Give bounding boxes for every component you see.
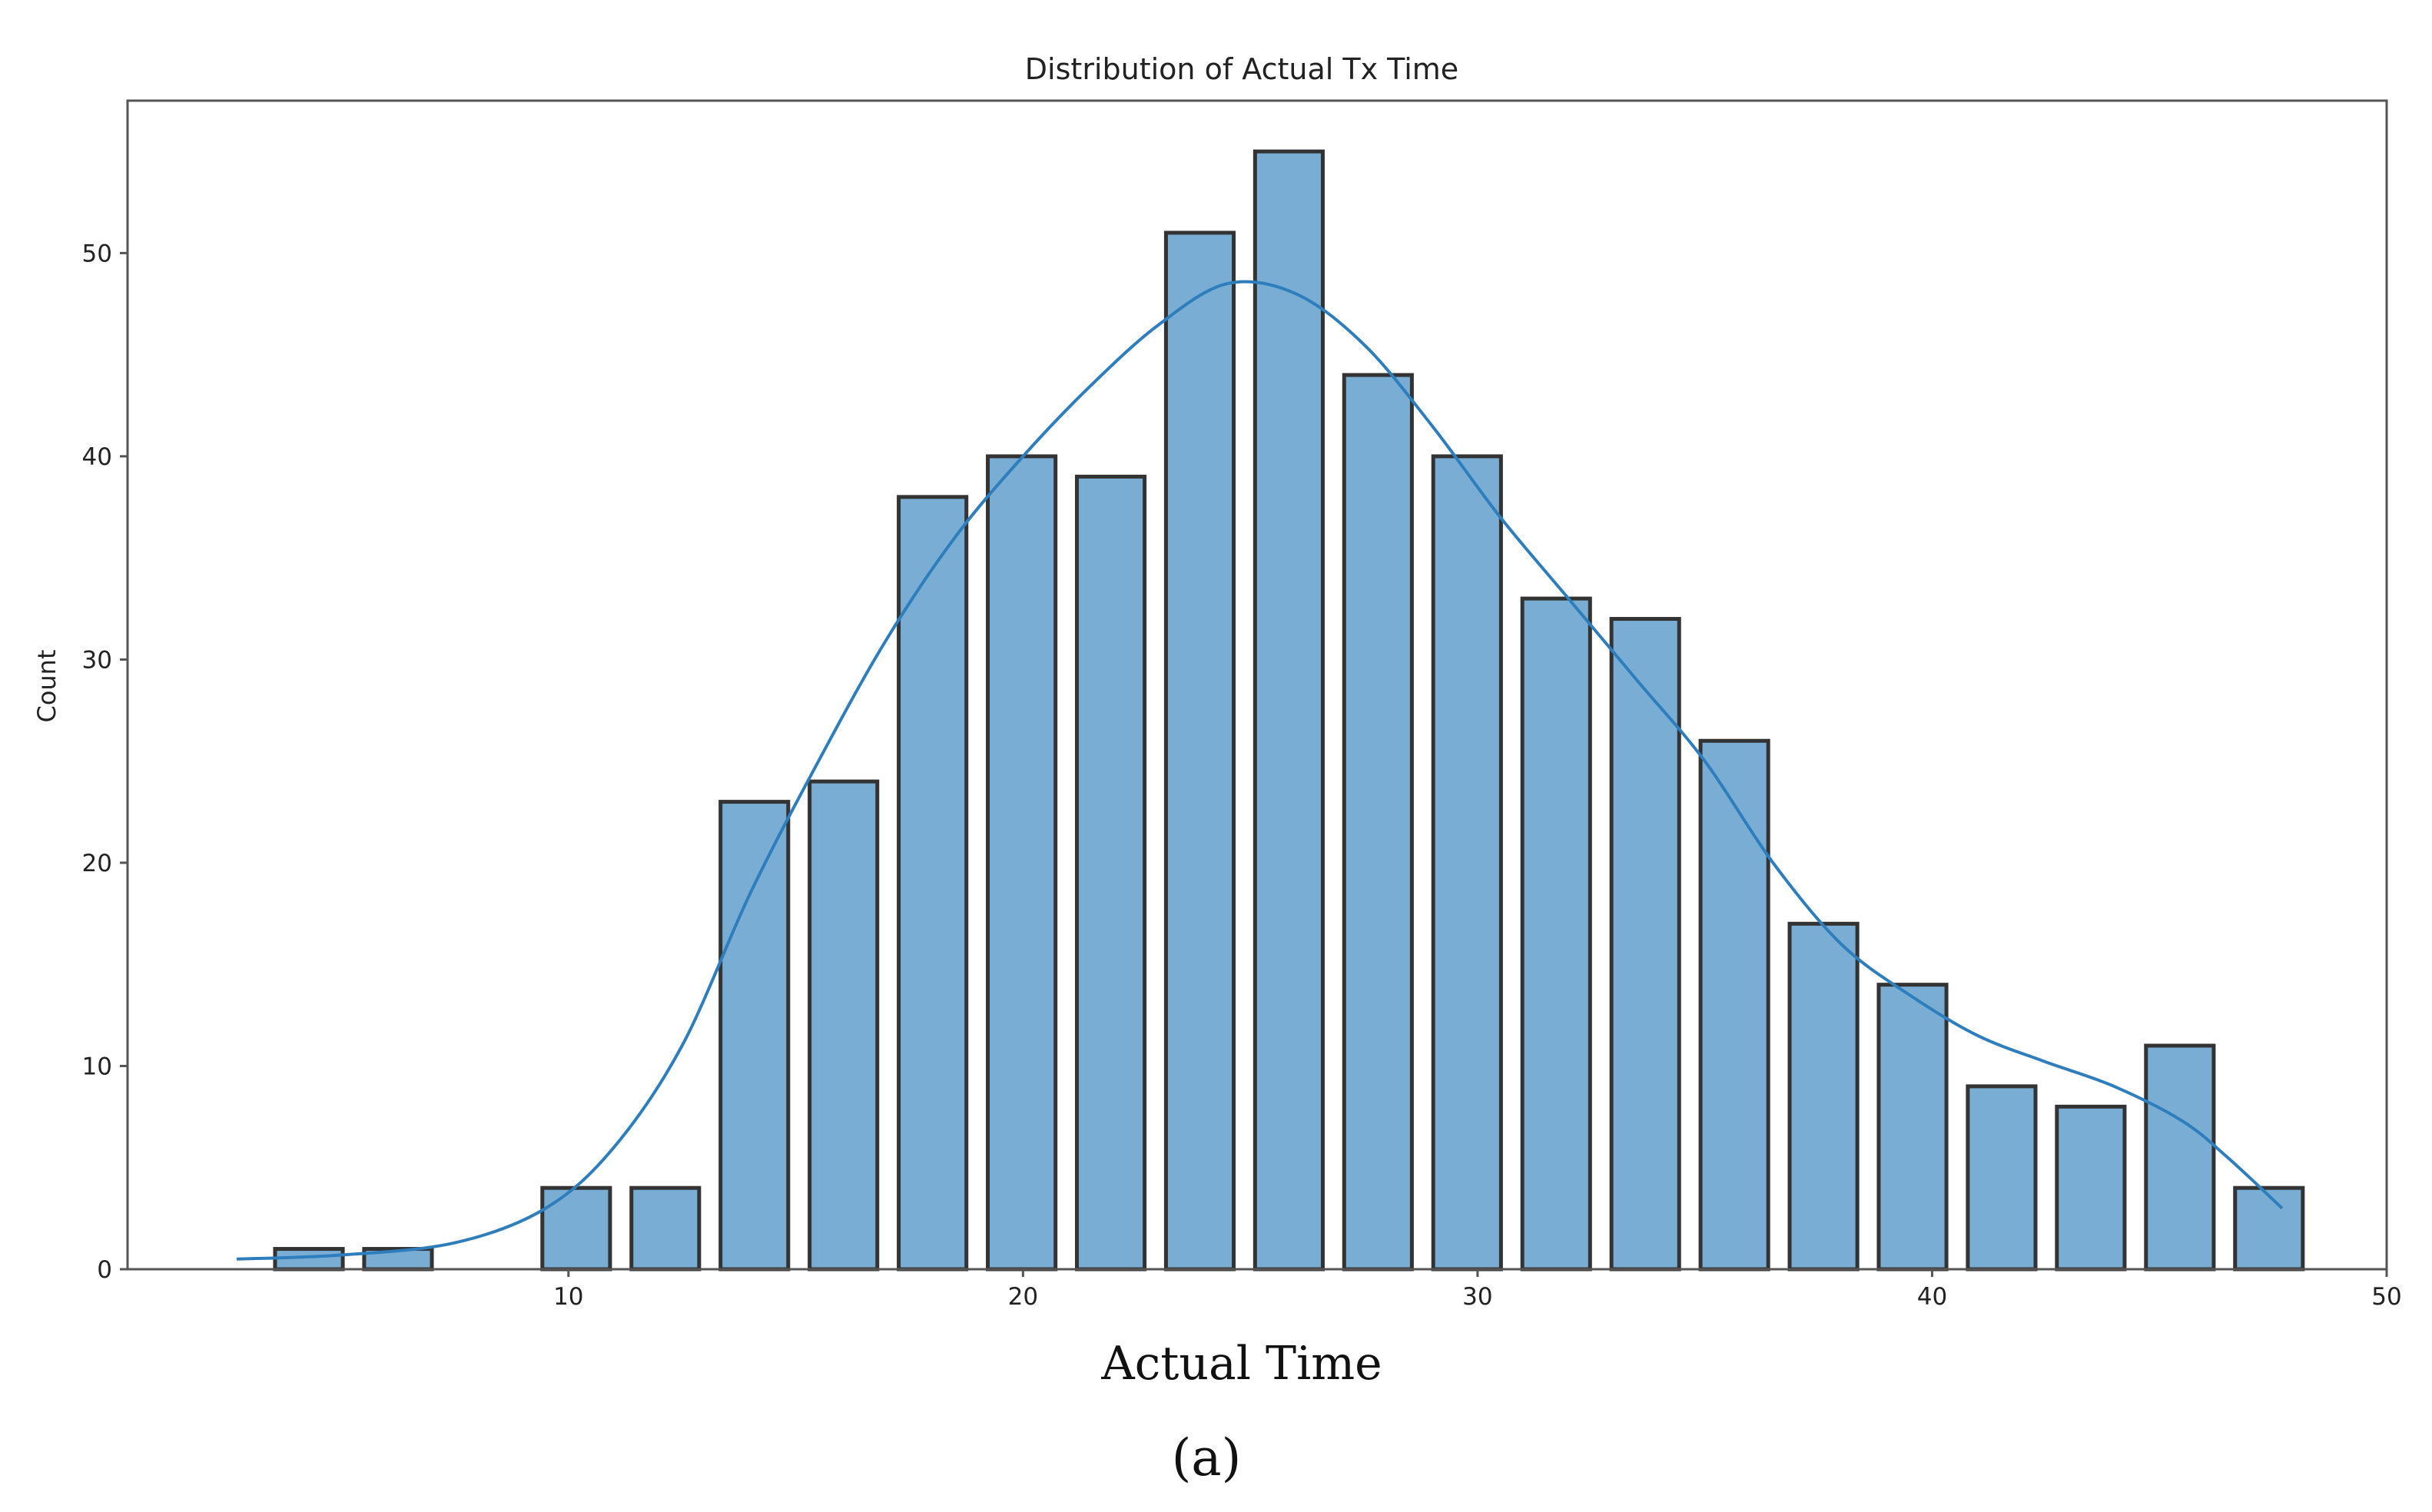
histogram-bar (1163, 230, 1236, 1272)
histogram-bar (1698, 738, 1770, 1272)
y-tick-label: 0 (97, 1256, 112, 1284)
x-tick-label: 10 (553, 1283, 583, 1311)
histogram-bar (1252, 149, 1325, 1272)
x-axis-ticks: 10 20 30 40 50 (553, 1269, 2402, 1311)
kde-layer (236, 280, 2284, 1261)
y-tick-label: 10 (82, 1053, 112, 1080)
x-tick-label: 50 (2371, 1283, 2401, 1311)
y-tick-label: 40 (82, 443, 112, 471)
y-axis-label: Count (32, 649, 61, 722)
histogram-bar (1342, 373, 1414, 1272)
bars-layer (273, 149, 2305, 1272)
histogram-bar (718, 800, 791, 1272)
histogram-bar (629, 1185, 702, 1272)
x-tick-label: 20 (1008, 1283, 1038, 1311)
chart-title: Distribution of Actual Tx Time (1025, 52, 1458, 86)
histogram-bar (986, 454, 1058, 1272)
histogram-bar (1787, 921, 1860, 1272)
histogram-bar (540, 1185, 612, 1272)
histogram-bar (1966, 1084, 2038, 1272)
histogram-bar (1074, 474, 1147, 1272)
x-tick-label: 40 (1917, 1283, 1947, 1311)
y-axis-ticks: 0 10 20 30 40 50 (82, 240, 128, 1284)
y-tick-label: 20 (82, 850, 112, 877)
plot-frame (126, 99, 2388, 1271)
histogram-bar (2055, 1104, 2127, 1272)
x-axis-label: Actual Time (1100, 1337, 1382, 1391)
histogram-bar (2144, 1043, 2216, 1272)
histogram-bar (2233, 1185, 2305, 1272)
histogram-bar (1431, 454, 1503, 1272)
panel-label: (a) (1172, 1428, 1242, 1487)
histogram-bar (1876, 983, 1949, 1272)
kde-curve (236, 280, 2284, 1261)
histogram-bar (808, 779, 880, 1272)
histogram-bar (1520, 596, 1592, 1272)
y-tick-label: 50 (82, 240, 112, 267)
histogram-bar (897, 495, 969, 1272)
y-tick-label: 30 (82, 646, 112, 674)
x-tick-label: 30 (1462, 1283, 1492, 1311)
